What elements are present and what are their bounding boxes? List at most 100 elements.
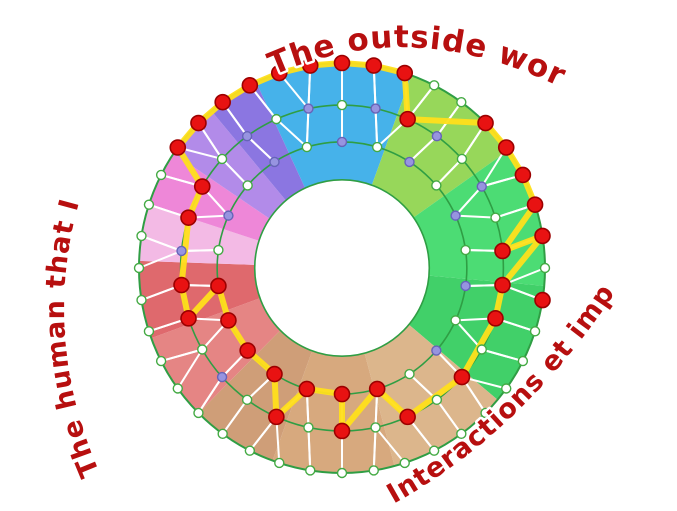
node-red xyxy=(487,310,504,327)
node-purple xyxy=(370,103,381,114)
node-white xyxy=(517,355,529,367)
node-white xyxy=(529,326,541,337)
node-red xyxy=(266,365,283,383)
node-red xyxy=(333,54,351,72)
web-line xyxy=(307,427,312,471)
web-line xyxy=(138,250,182,269)
node-red xyxy=(396,64,414,82)
node-purple xyxy=(176,245,187,257)
node-white xyxy=(431,180,442,191)
sector-magenta xyxy=(148,153,270,241)
web-line xyxy=(197,376,223,414)
node-purple xyxy=(223,210,234,221)
node-red xyxy=(173,276,190,294)
node-red xyxy=(333,422,351,440)
node-white xyxy=(456,153,468,165)
node-red xyxy=(365,57,383,74)
node-white xyxy=(456,96,467,108)
node-red xyxy=(210,277,227,295)
node-red xyxy=(526,196,544,213)
node-white xyxy=(133,262,145,274)
web-line xyxy=(176,348,204,390)
node-white xyxy=(490,212,501,223)
node-red xyxy=(477,114,494,132)
web-line xyxy=(221,158,249,187)
node-white xyxy=(450,315,461,326)
node-red xyxy=(220,312,237,329)
web-line xyxy=(374,426,406,464)
sector-red xyxy=(139,260,260,339)
node-white xyxy=(428,80,440,91)
node-red xyxy=(214,93,231,111)
node-red xyxy=(534,227,551,245)
node-red xyxy=(494,242,511,260)
sector-purple xyxy=(211,82,306,201)
node-purple xyxy=(476,181,487,192)
node-white xyxy=(301,141,313,153)
node-white xyxy=(193,407,204,419)
sector-salmon xyxy=(151,298,281,413)
node-purple xyxy=(241,130,253,142)
node-white xyxy=(244,445,256,456)
node-purple xyxy=(303,103,314,114)
node-white xyxy=(368,465,379,476)
node-purple xyxy=(431,130,443,142)
web-line xyxy=(221,399,248,435)
node-white xyxy=(501,383,512,394)
node-purple xyxy=(269,156,280,168)
node-white xyxy=(404,368,415,380)
yellow-journey-path xyxy=(174,60,546,434)
web-line xyxy=(275,118,308,148)
node-red xyxy=(239,342,256,359)
node-white xyxy=(539,262,551,274)
node-red xyxy=(534,291,551,309)
node-white xyxy=(216,153,228,165)
node-white xyxy=(336,99,348,111)
node-red xyxy=(298,380,316,398)
node-red xyxy=(399,408,416,426)
node-white xyxy=(197,344,208,355)
node-white xyxy=(476,344,487,355)
node-white xyxy=(143,199,155,210)
web-line xyxy=(436,399,463,435)
node-red xyxy=(368,380,386,398)
sector-blue xyxy=(256,63,412,189)
node-white xyxy=(305,465,316,476)
node-purple xyxy=(404,156,415,168)
web-line xyxy=(481,348,524,363)
node-red xyxy=(193,178,211,195)
node-white xyxy=(136,294,147,306)
node-white xyxy=(217,428,228,440)
node-red xyxy=(494,276,511,294)
node-red xyxy=(270,64,288,82)
node-white xyxy=(371,141,383,153)
node-white xyxy=(428,445,440,456)
node-white xyxy=(155,169,167,181)
web-line xyxy=(435,158,463,187)
web-line xyxy=(160,348,203,363)
sector-pink-light xyxy=(139,204,259,265)
node-white xyxy=(213,244,224,256)
node-red xyxy=(180,209,197,226)
node-purple xyxy=(460,280,471,292)
ring-outline xyxy=(253,179,431,357)
node-red xyxy=(453,368,471,386)
web-line xyxy=(455,214,496,219)
node-white xyxy=(480,407,491,419)
node-white xyxy=(431,394,443,406)
node-white xyxy=(172,383,183,394)
node-red xyxy=(169,139,187,156)
label-the-human-that-i-am: The human that I am xyxy=(0,0,106,482)
node-purple xyxy=(336,136,348,148)
web-line xyxy=(374,108,379,148)
node-red xyxy=(514,166,532,184)
node-purple xyxy=(450,210,461,221)
node-purple xyxy=(216,371,228,383)
sector-green-2 xyxy=(408,275,545,400)
web-line xyxy=(246,135,276,163)
node-red xyxy=(497,139,515,156)
web-line xyxy=(305,108,310,148)
node-red xyxy=(301,57,319,74)
node-white xyxy=(303,422,314,433)
web-line xyxy=(454,185,483,217)
